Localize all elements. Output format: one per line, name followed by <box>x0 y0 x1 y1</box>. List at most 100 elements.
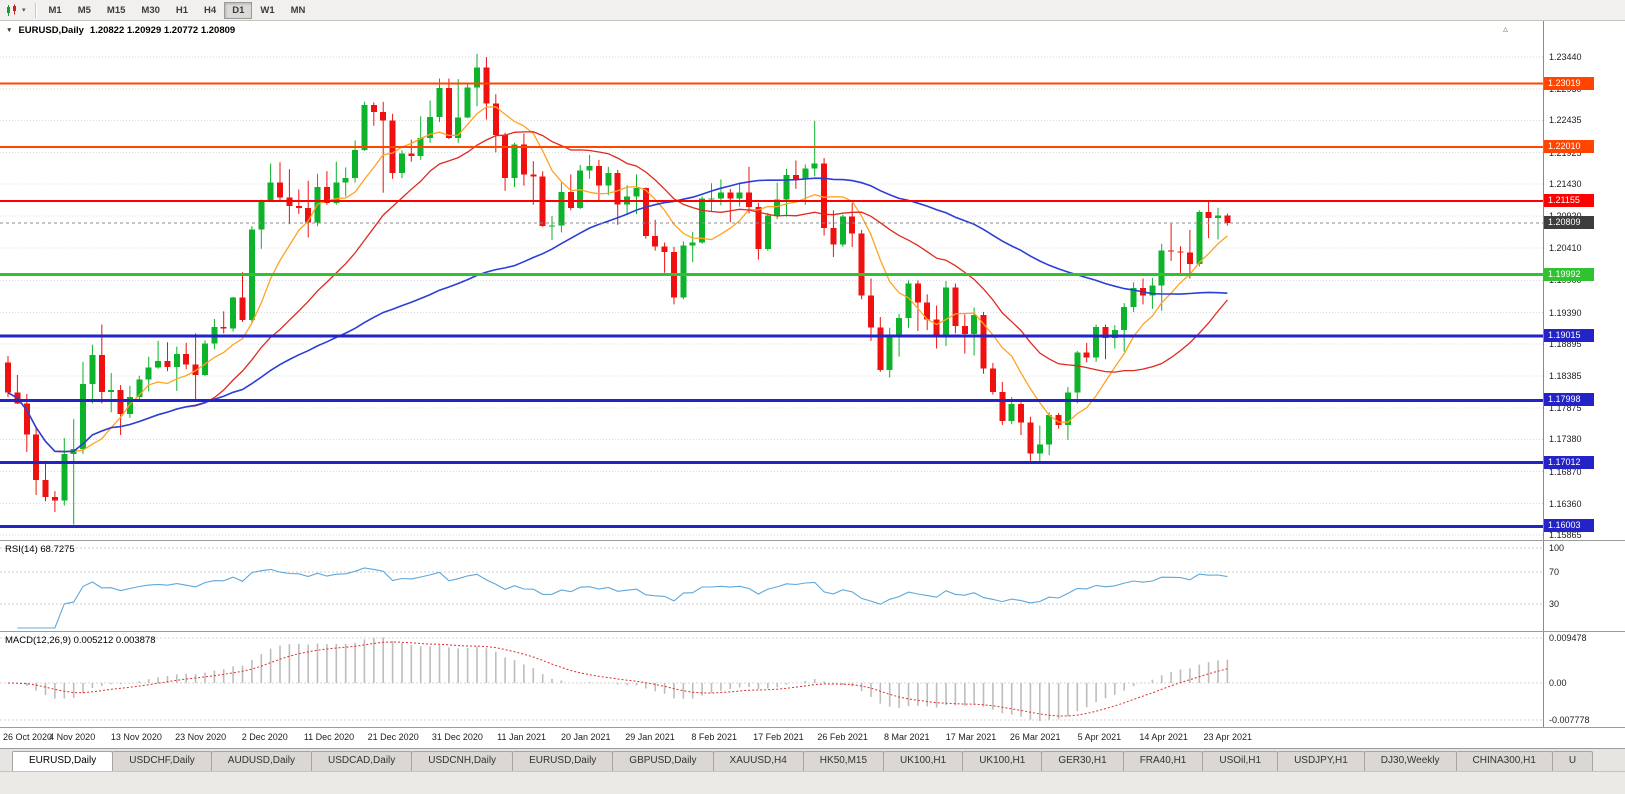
price-axis-label: 1.16360 <box>1549 498 1582 509</box>
chart-tab[interactable]: USDCHF,Daily <box>112 751 212 771</box>
price-axis-label: 1.20410 <box>1549 243 1582 254</box>
date-label: 5 Apr 2021 <box>1077 732 1122 742</box>
macd-level-lines <box>0 637 1543 721</box>
date-label: 8 Feb 2021 <box>691 732 737 742</box>
rsi-axis: 100 70 30 <box>1543 541 1625 631</box>
timeframe-button-w1[interactable]: W1 <box>252 2 282 19</box>
timeframe-button-d1[interactable]: D1 <box>224 1 253 19</box>
chart-title: ▼ EURUSD,Daily 1.20822 1.20929 1.20772 1… <box>6 25 235 36</box>
macd-histogram <box>16 637 1229 721</box>
price-pane[interactable]: ▼ EURUSD,Daily 1.20822 1.20929 1.20772 1… <box>0 21 1625 541</box>
chart-tab[interactable]: HK50,M15 <box>802 751 885 771</box>
rsi-label: RSI(14) 68.7275 <box>5 544 75 555</box>
timeframe-button-mn[interactable]: MN <box>283 2 314 19</box>
price-axis-label: 1.19390 <box>1549 307 1582 318</box>
chart-tab[interactable]: UK100,H1 <box>962 751 1043 771</box>
timeframe-button-m15[interactable]: M15 <box>99 2 133 19</box>
chart-tab[interactable]: GBPUSD,Daily <box>612 751 714 771</box>
date-label: 23 Apr 2021 <box>1203 732 1253 742</box>
timeframe-button-m1[interactable]: M1 <box>41 2 70 19</box>
date-label: 17 Feb 2021 <box>753 732 804 742</box>
date-label: 26 Feb 2021 <box>817 732 868 742</box>
level-price-badge: 1.22010 <box>1544 140 1594 154</box>
chart-tab[interactable]: GER30,H1 <box>1041 751 1124 771</box>
date-label: 11 Dec 2020 <box>303 732 355 742</box>
chart-tab[interactable]: USDCNH,Daily <box>411 751 514 771</box>
macd-axis-label: 0.009478 <box>1549 633 1587 643</box>
rsi-level-lines <box>0 547 1543 605</box>
support-resistance-lines <box>0 82 1543 528</box>
date-label: 26 Oct 2020 <box>3 732 53 742</box>
status-bar <box>0 772 1625 794</box>
rsi-axis-label: 100 <box>1549 543 1565 553</box>
chart-tab[interactable]: U <box>1551 751 1594 771</box>
macd-pane[interactable]: MACD(12,26,9) 0.005212 0.003878 0.009478… <box>0 632 1625 728</box>
chart-tab[interactable]: USOil,H1 <box>1202 751 1279 771</box>
time-axis[interactable]: 26 Oct 2020 4 Nov 2020 13 Nov 2020 23 Nov 2… <box>0 728 1625 749</box>
level-price-badge: 1.19992 <box>1544 267 1594 281</box>
date-label: 2 Dec 2020 <box>241 732 288 742</box>
chart-tab[interactable]: DJ30,Weekly <box>1363 751 1457 771</box>
price-axis-label: 1.17875 <box>1549 403 1582 414</box>
level-price-badge: 1.17012 <box>1544 455 1594 469</box>
candlestick-chart-icon[interactable] <box>5 4 20 17</box>
level-price-badge: 1.21155 <box>1544 194 1594 208</box>
chart-tab[interactable]: USDCAD,Daily <box>311 751 413 771</box>
chart-tab[interactable]: FRA40,H1 <box>1122 751 1204 771</box>
date-label: 4 Nov 2020 <box>49 732 96 742</box>
chart-shift-icon[interactable]: ▵ <box>1503 24 1509 35</box>
timeframe-button-h1[interactable]: H1 <box>168 2 196 19</box>
date-label: 14 Apr 2021 <box>1139 732 1188 742</box>
timeframe-buttons: M1 M5 M15 M30 H1 H4 D1 W1 MN <box>41 1 314 19</box>
level-price-badge: 1.16003 <box>1544 519 1594 533</box>
chart-tab[interactable]: UK100,H1 <box>883 751 964 771</box>
timeframe-button-h4[interactable]: H4 <box>196 2 224 19</box>
date-label: 23 Nov 2020 <box>175 732 227 742</box>
chart-tab[interactable]: XAUUSD,H4 <box>712 751 804 771</box>
ohlc-readout: 1.20822 1.20929 1.20772 1.20809 <box>89 25 236 36</box>
chart-type-dropdown-icon[interactable]: ▾ <box>22 7 26 14</box>
price-axis-label: 1.21430 <box>1549 178 1582 189</box>
chart-tab[interactable]: EURUSD,Daily <box>512 751 614 771</box>
current-price-badge: 1.20809 <box>1544 216 1594 229</box>
price-axis-label: 1.18385 <box>1549 371 1582 381</box>
date-label: 31 Dec 2020 <box>431 732 483 742</box>
chart-tabs: EURUSD,Daily USDCHF,Daily AUDUSD,Daily USDC… <box>0 749 1625 772</box>
date-label: 11 Jan 2021 <box>497 732 547 742</box>
price-axis-label: 1.16870 <box>1549 466 1582 477</box>
symbol-label: EURUSD,Daily <box>18 25 84 36</box>
timeframe-button-m5[interactable]: M5 <box>70 2 99 19</box>
symbol-dropdown-icon[interactable]: ▼ <box>6 27 13 34</box>
level-price-badge: 1.19015 <box>1544 329 1594 343</box>
macd-axis-label: 0.00 <box>1549 678 1567 688</box>
rsi-pane[interactable]: RSI(14) 68.7275 100 70 30 <box>0 541 1625 632</box>
chart-tab[interactable]: USDJPY,H1 <box>1277 751 1365 771</box>
price-axis-label: 1.17380 <box>1549 434 1582 445</box>
macd-axis: 0.009478 0.00 -0.007778 <box>1543 632 1625 727</box>
date-label: 8 Mar 2021 <box>884 732 930 742</box>
candles <box>5 53 1231 525</box>
date-label: 26 Mar 2021 <box>1009 732 1061 742</box>
chart-tab[interactable]: AUDUSD,Daily <box>210 751 313 771</box>
timeframe-button-m30[interactable]: M30 <box>133 2 167 19</box>
price-axis-label: 1.22435 <box>1549 115 1582 126</box>
price-axis-label: 1.23440 <box>1549 52 1582 62</box>
price-axis-label: 1.18895 <box>1549 338 1582 349</box>
rsi-axis-label: 70 <box>1549 567 1560 577</box>
chart-tab[interactable]: EURUSD,Daily <box>12 751 114 771</box>
rsi-line <box>17 567 1228 629</box>
rsi-axis-label: 30 <box>1549 599 1560 609</box>
date-label: 21 Dec 2020 <box>367 732 419 742</box>
price-axis[interactable]: 1.234401.229301.224351.219251.214301.209… <box>1543 21 1625 540</box>
date-label: 17 Mar 2021 <box>945 732 997 742</box>
level-price-badge: 1.23019 <box>1544 76 1594 90</box>
macd-signal-line <box>7 641 1228 717</box>
date-label: 20 Jan 2021 <box>561 732 611 742</box>
toolbar: ▾ M1 M5 M15 M30 H1 H4 D1 W1 MN <box>0 0 1625 21</box>
price-axis-label: 1.15865 <box>1549 530 1582 540</box>
date-label: 29 Jan 2021 <box>625 732 675 742</box>
chart-tab[interactable]: CHINA300,H1 <box>1455 751 1553 771</box>
toolbar-separator <box>34 2 36 18</box>
price-gridlines <box>0 56 1543 536</box>
